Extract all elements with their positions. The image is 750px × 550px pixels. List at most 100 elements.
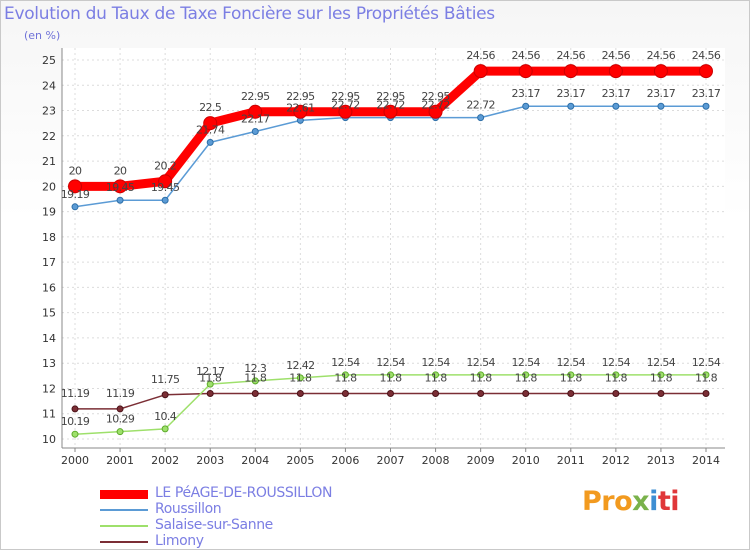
legend-swatch-limony [100, 541, 148, 543]
series-1-value-label: 19.45 [106, 181, 135, 194]
y-tick-label: 13 [42, 357, 56, 370]
series-1-value-label: 23.17 [692, 87, 721, 100]
series-2-value-label: 12.54 [376, 356, 405, 369]
series-1-value-label: 23.17 [647, 87, 676, 100]
series-3-value-label: 11.8 [605, 372, 628, 385]
series-2-value-label: 12.54 [557, 356, 586, 369]
series-1-value-label: 19.19 [61, 188, 90, 201]
series-1-value-label: 23.17 [511, 87, 540, 100]
series-3-point [251, 390, 259, 398]
series-0-value-label: 24.56 [466, 49, 495, 62]
series-3-point [116, 405, 124, 413]
series-0-value-label: 22.95 [241, 90, 270, 103]
series-0-value-label: 22.5 [199, 101, 222, 114]
series-2-point [432, 371, 440, 379]
series-2-point [296, 374, 304, 382]
series-1-point [567, 102, 575, 110]
y-tick-label: 10 [42, 433, 56, 446]
series-2-value-label: 10.4 [154, 410, 177, 423]
x-tick-label: 2003 [196, 454, 224, 467]
series-2-point [567, 371, 575, 379]
series-0-value-label: 24.56 [557, 49, 586, 62]
series-0-value-label: 22.95 [376, 90, 405, 103]
x-tick-label: 2008 [422, 454, 450, 467]
series-0-point [473, 64, 488, 79]
series-2-point [387, 371, 394, 379]
legend-label-salaise: Salaise-sur-Sanne [155, 517, 273, 533]
series-2-value-label: 12.54 [602, 356, 631, 369]
series-3-value-label: 11.8 [244, 372, 267, 385]
series-3-value-label: 11.8 [470, 372, 493, 385]
y-tick-label: 21 [42, 155, 56, 168]
x-tick-label: 2002 [151, 454, 179, 467]
series-3-point [477, 390, 485, 398]
series-3-point [206, 390, 214, 398]
series-2-value-label: 12.54 [692, 356, 721, 369]
series-0-point [293, 104, 308, 119]
legend-swatch-salaise [100, 525, 148, 527]
y-tick-label: 15 [42, 307, 56, 320]
series-1-value-label: 23.17 [557, 87, 586, 100]
x-tick-label: 2001 [106, 454, 134, 467]
series-1-value-label: 23.17 [602, 87, 631, 100]
series-3-point [71, 405, 79, 413]
series [68, 64, 713, 438]
series-3-value-label: 11.8 [560, 372, 583, 385]
series-0-point [428, 104, 443, 119]
series-3-point [612, 390, 620, 398]
series-3-value-label: 11.8 [425, 372, 448, 385]
series-0-point [203, 116, 218, 131]
y-tick-label: 18 [42, 231, 56, 244]
x-tick-label: 2000 [61, 454, 89, 467]
series-2-point [251, 377, 259, 385]
series-1-value-label: 22.72 [376, 99, 405, 112]
y-tick-label: 20 [42, 180, 56, 193]
series-2-value-label: 12.54 [466, 356, 495, 369]
series-2-point [657, 371, 665, 379]
series-1-point [657, 102, 665, 110]
series-1-point [702, 102, 710, 110]
series-0-value-label: 22.95 [421, 90, 450, 103]
x-tick-label: 2009 [467, 454, 495, 467]
legend-label-roussillon: Roussillon [155, 501, 222, 517]
y-tick-label: 16 [42, 281, 56, 294]
series-1-value-label: 22.72 [331, 99, 360, 112]
series-1-value-label: 22.72 [466, 99, 495, 112]
series-2-point [702, 371, 710, 379]
series-3-value-label: 11.8 [199, 372, 222, 385]
legend-label-le-peage: LE PéAGE-DE-ROUSSILLON [155, 485, 333, 501]
series-1-value-label: 22.72 [421, 99, 450, 112]
series-2-point [477, 371, 485, 379]
series-3-value-label: 11.19 [106, 387, 135, 400]
proxiti-logo: Proxiti [582, 486, 680, 517]
series-1-point [71, 203, 79, 211]
series-0-point [699, 64, 713, 79]
series-0-value-label: 24.56 [511, 49, 540, 62]
series-1-point [161, 196, 169, 204]
series-2-value-label: 10.19 [61, 415, 90, 428]
series-2-point [161, 425, 169, 433]
series-0-point [158, 174, 173, 189]
x-tick-label: 2007 [377, 454, 405, 467]
series-0-value-label: 20 [114, 164, 127, 177]
series-2-point [71, 430, 79, 438]
x-tick-label: 2013 [647, 454, 675, 467]
y-tick-label: 17 [42, 256, 56, 269]
series-2-point [341, 371, 349, 379]
x-tick-label: 2004 [241, 454, 269, 467]
series-0-point [653, 64, 668, 79]
x-tick-label: 2010 [512, 454, 540, 467]
legend-swatch-roussillon [100, 509, 148, 511]
series-3-value-label: 11.8 [515, 372, 538, 385]
x-tick-label: 2011 [557, 454, 585, 467]
series-0-value-label: 22.95 [331, 90, 360, 103]
y-tick-label: 23 [42, 105, 56, 118]
series-3-point [522, 390, 530, 398]
series-0-value-label: 20 [69, 164, 82, 177]
legend-label-limony: Limony [155, 533, 204, 549]
series-0-point [338, 104, 353, 119]
series-3-point [702, 390, 710, 398]
series-0-value-label: 20.2 [154, 159, 176, 172]
series-0-point [518, 64, 533, 79]
series-1-point [477, 114, 485, 122]
